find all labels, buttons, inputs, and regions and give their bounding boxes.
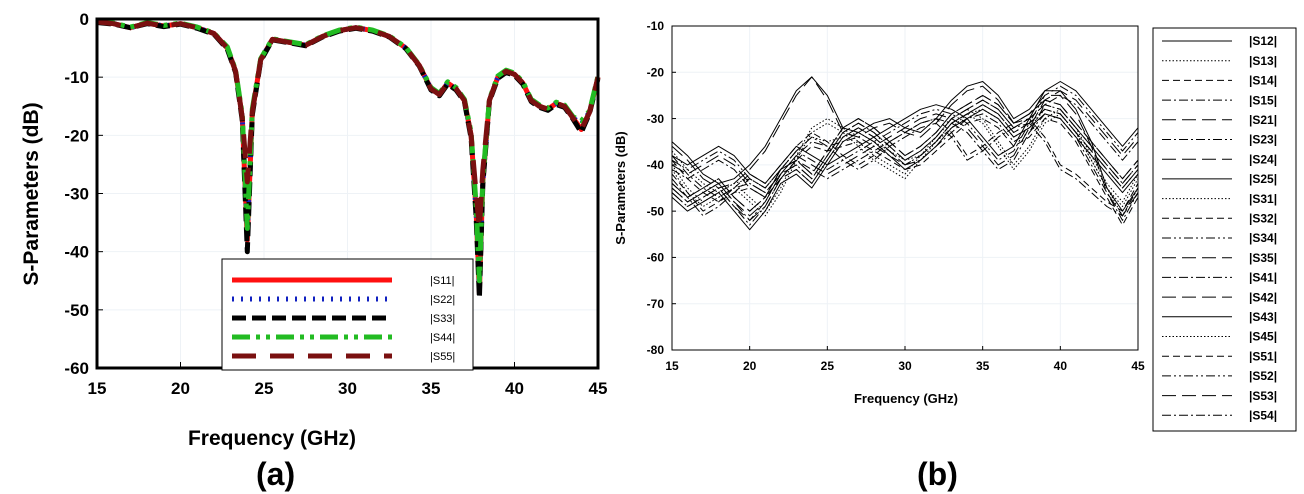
chart-b-series-s51 bbox=[671, 94, 1139, 212]
chart-b-y-axis-label: S-Parameters (dB) bbox=[613, 131, 628, 244]
chart-b-legend-label: |S51| bbox=[1249, 349, 1277, 363]
chart-b-y-tick-label: -30 bbox=[647, 112, 665, 126]
chart-b-legend-label: |S25| bbox=[1249, 172, 1277, 186]
chart-b-legend-label: |S32| bbox=[1249, 212, 1277, 226]
chart-a-x-tick-label: 25 bbox=[255, 379, 274, 398]
chart-a-x-tick-label: 15 bbox=[88, 379, 107, 398]
chart-b-y-tick-label: -80 bbox=[647, 343, 665, 357]
chart-b-x-tick-label: 15 bbox=[665, 359, 679, 373]
chart-b-legend-label: |S53| bbox=[1249, 389, 1277, 403]
chart-a-y-tick-label: -60 bbox=[64, 359, 89, 378]
chart-b-series-s25 bbox=[671, 81, 1139, 184]
chart-a-series bbox=[96, 18, 601, 301]
panel-label-b: (b) bbox=[917, 456, 958, 492]
chart-b-x-tick-label: 30 bbox=[898, 359, 912, 373]
chart-b-legend-label: |S21| bbox=[1249, 113, 1277, 127]
chart-b-series-s43 bbox=[671, 108, 1139, 231]
chart-a-y-tick-label: -40 bbox=[64, 243, 89, 262]
chart-a-legend-label: |S55| bbox=[430, 351, 455, 363]
chart-b-y-tick-label: -50 bbox=[647, 204, 665, 218]
chart-b-y-tick-label: -20 bbox=[647, 65, 665, 79]
chart-b-legend-label: |S43| bbox=[1249, 310, 1277, 324]
chart-a-x-tick-label: 45 bbox=[589, 379, 608, 398]
chart-a-x-tick-label: 20 bbox=[171, 379, 190, 398]
chart-b-x-tick-label: 25 bbox=[821, 359, 835, 373]
chart-b-legend-label: |S24| bbox=[1249, 152, 1277, 166]
chart-a-background bbox=[0, 0, 618, 494]
chart-b-x-tick-label: 35 bbox=[976, 359, 990, 373]
chart-b-y-tick-label: -70 bbox=[647, 297, 665, 311]
chart-b-legend-label: |S23| bbox=[1249, 133, 1277, 147]
chart-a-y-axis-label: S-Parameters (dB) bbox=[20, 102, 43, 285]
chart-b-x-axis: 15 20 25 30 35 40 45 bbox=[665, 346, 1145, 373]
chart-b-legend-label: |S12| bbox=[1249, 34, 1277, 48]
chart-b-legend-label: |S15| bbox=[1249, 93, 1277, 107]
chart-b-series-s54 bbox=[671, 94, 1139, 198]
chart-b-x-axis-label: Frequency (GHz) bbox=[854, 391, 958, 406]
chart-a-legend-entries: |S11| |S22| |S33| |S44| |S55| bbox=[232, 275, 455, 363]
chart-a-x-axis: 15 20 25 30 35 40 45 bbox=[88, 362, 608, 398]
chart-b-legend-label: |S14| bbox=[1249, 74, 1277, 88]
chart-b-x-tick-label: 20 bbox=[743, 359, 757, 373]
chart-a-legend-label: |S22| bbox=[430, 294, 455, 306]
chart-a-x-tick-label: 30 bbox=[338, 379, 357, 398]
chart-b-legend-label: |S41| bbox=[1249, 271, 1277, 285]
chart-b-x-tick-label: 45 bbox=[1131, 359, 1145, 373]
chart-a-legend-label: |S11| bbox=[430, 275, 454, 287]
chart-b-series-s53 bbox=[671, 104, 1139, 221]
chart-a-y-tick-label: -30 bbox=[64, 184, 89, 203]
chart-b-grid bbox=[671, 25, 1139, 351]
chart-b-legend-label: |S35| bbox=[1249, 251, 1277, 265]
chart-a-legend-label: |S44| bbox=[430, 332, 455, 344]
chart-b-legend-label: |S52| bbox=[1249, 369, 1277, 383]
chart-a-series-s55 bbox=[96, 19, 601, 231]
chart-b-legend-label: |S31| bbox=[1249, 192, 1277, 206]
chart-b-series-s35 bbox=[671, 90, 1139, 194]
chart-b-legend-label: |S54| bbox=[1249, 409, 1277, 423]
chart-b-legend: |S12| |S13| |S14| |S15| |S21| |S23| |S24| |S25|… bbox=[1152, 27, 1297, 432]
chart-a-y-tick-label: -50 bbox=[64, 301, 89, 320]
chart-b-y-tick-label: -40 bbox=[647, 158, 665, 172]
chart-a-legend-label: |S33| bbox=[430, 313, 455, 325]
chart-a-legend: |S11| |S22| |S33| |S44| |S55| bbox=[221, 258, 474, 371]
chart-b-y-axis: -10 -20 -30 -40 -50 -60 -70 -80 bbox=[647, 19, 676, 357]
chart-b-legend-label: |S34| bbox=[1249, 231, 1277, 245]
chart-a: 0 -10 -20 -30 -40 -50 -60 15 20 25 30 35 40 45 Frequ… bbox=[0, 0, 618, 494]
chart-b-y-tick-label: -60 bbox=[647, 251, 665, 265]
chart-a-y-tick-label: -10 bbox=[64, 68, 89, 87]
chart-a-y-tick-label: 0 bbox=[80, 10, 89, 29]
chart-a-y-tick-label: -20 bbox=[64, 126, 89, 145]
panel-label-a: (a) bbox=[256, 456, 296, 492]
chart-b: -10-20-30-40-50-60-70-80 15 20 25 30 35 40 45 … bbox=[613, 19, 1297, 432]
chart-b-x-tick-label: 40 bbox=[1054, 359, 1068, 373]
chart-a-x-tick-label: 35 bbox=[422, 379, 441, 398]
chart-a-x-tick-label: 40 bbox=[505, 379, 524, 398]
chart-b-series bbox=[671, 76, 1139, 231]
chart-b-y-tick-label: -10 bbox=[647, 19, 665, 33]
chart-b-legend-label: |S45| bbox=[1249, 330, 1277, 344]
chart-a-x-axis-label: Frequency (GHz) bbox=[188, 427, 356, 450]
chart-a-y-axis: 0 -10 -20 -30 -40 -50 -60 bbox=[64, 10, 103, 378]
chart-b-legend-entries: |S12| |S13| |S14| |S15| |S21| |S23| |S24| |S25|… bbox=[1162, 34, 1277, 423]
chart-b-legend-box bbox=[1152, 27, 1297, 432]
chart-b-series-s52 bbox=[671, 85, 1139, 189]
chart-b-legend-label: |S13| bbox=[1249, 54, 1277, 68]
chart-b-legend-label: |S42| bbox=[1249, 290, 1277, 304]
